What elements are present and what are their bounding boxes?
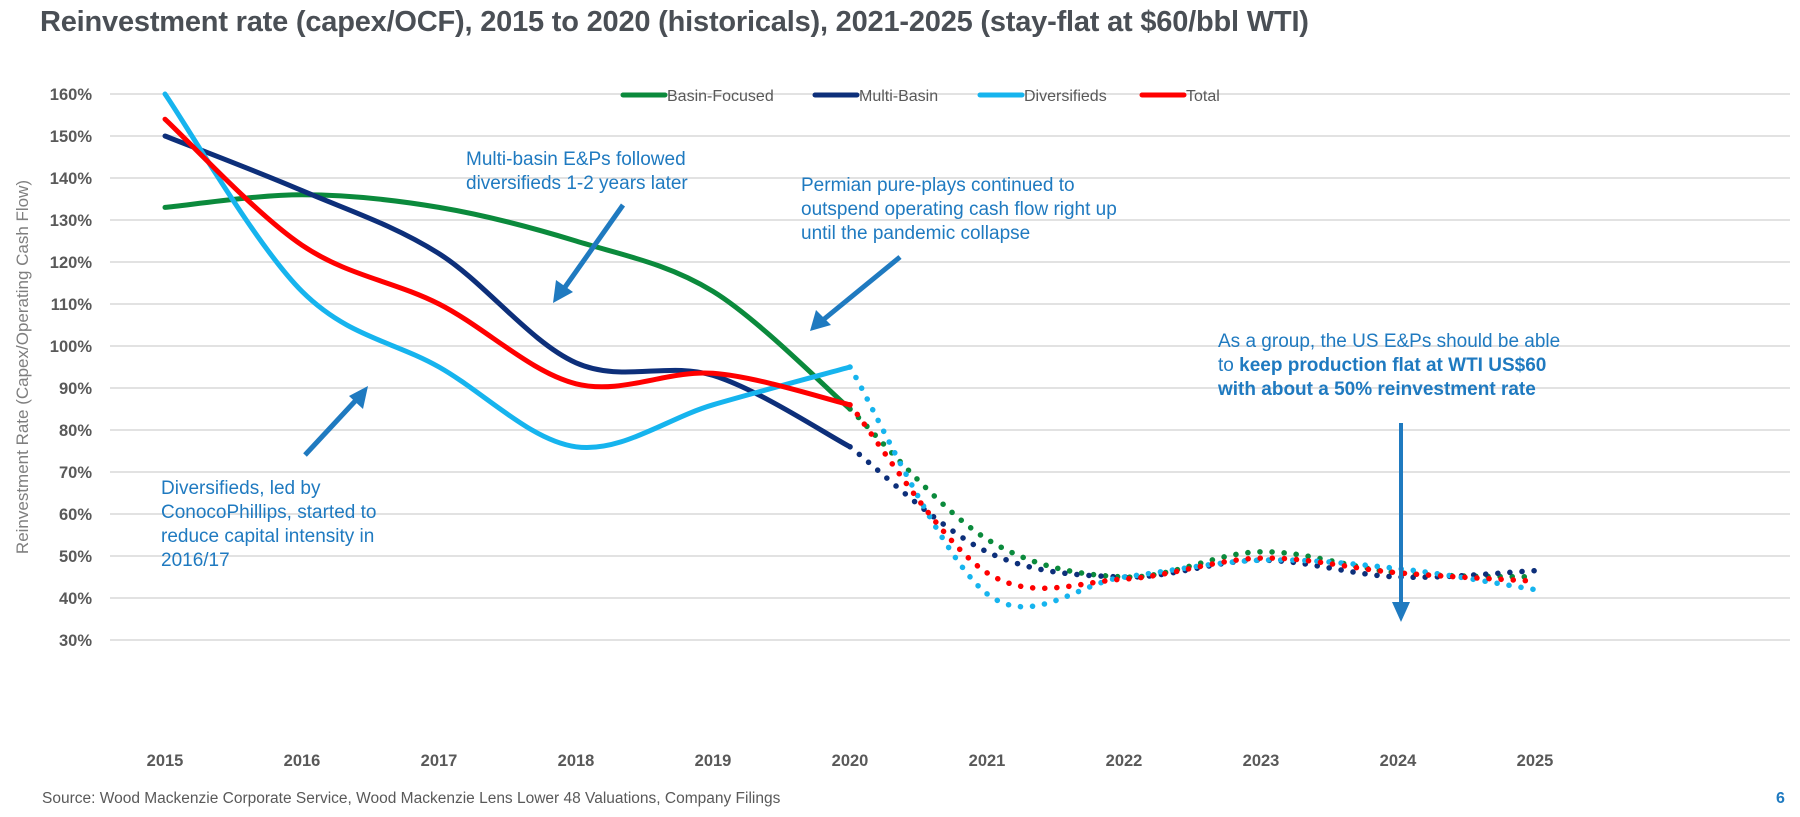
y-tick-label: 160% [50, 86, 93, 104]
annotation-permian: Permian pure-plays continued to outspend… [801, 174, 1117, 246]
series-line-forecast [847, 364, 1538, 610]
annotation-diversifieds: Diversifieds, led by ConocoPhillips, sta… [161, 477, 376, 573]
y-axis-label: Reinvestment Rate (Capex/Operating Cash … [13, 180, 32, 554]
y-tick-label: 150% [50, 128, 93, 146]
legend-label: Total [1186, 88, 1220, 105]
legend-label: Basin-Focused [667, 88, 774, 105]
series-line-forecast [847, 406, 1538, 580]
annotation-emphasis: keep production flat at WTI US$60 [1239, 355, 1547, 376]
legend-item: Diversifieds [977, 88, 1107, 105]
x-tick-label: 2015 [147, 752, 184, 770]
annotation-arrows [303, 203, 1410, 622]
x-tick-label: 2019 [695, 752, 732, 770]
series-line-forecast [847, 402, 1538, 591]
page-number: 6 [1776, 790, 1785, 807]
y-tick-label: 90% [59, 380, 92, 398]
annotation-line: 2016/17 [161, 550, 230, 571]
legend-label: Diversifieds [1024, 88, 1107, 105]
legend: Basin-Focused Multi-Basin Diversifieds Tota… [620, 88, 1220, 105]
x-tick-label: 2025 [1517, 752, 1554, 770]
annotation-text: to [1218, 355, 1240, 376]
x-tick-label: 2022 [1106, 752, 1143, 770]
annotation-line: Diversifieds, led by [161, 478, 321, 499]
y-tick-label: 130% [50, 212, 93, 230]
chart-title: Reinvestment rate (capex/OCF), 2015 to 2… [40, 6, 1309, 38]
annotation-line: diversifieds 1-2 years later [466, 173, 688, 194]
y-tick-label: 30% [59, 632, 92, 650]
y-tick-label: 110% [51, 296, 93, 314]
annotation-line: with about a 50% reinvestment rate [1218, 378, 1560, 402]
arrow-permian [810, 255, 902, 331]
series-line-historical [162, 192, 853, 412]
series-line-historical [162, 116, 853, 408]
x-tick-label: 2024 [1380, 752, 1418, 770]
legend-label: Multi-Basin [859, 88, 938, 105]
y-tick-label: 70% [59, 464, 92, 482]
y-tick-label: 40% [59, 590, 92, 608]
x-tick-label: 2018 [558, 752, 595, 770]
legend-item: Multi-Basin [812, 88, 938, 105]
annotation-emphasis: with about a 50% reinvestment rate [1218, 379, 1536, 400]
x-axis-ticks: 2015 2016 2017 2018 2019 2020 2021 2022 2023 2024… [147, 752, 1554, 770]
x-tick-label: 2016 [284, 752, 321, 770]
x-tick-label: 2021 [969, 752, 1006, 770]
y-tick-label: 50% [59, 548, 92, 566]
arrow-diversifieds [303, 386, 368, 457]
annotation-line: Permian pure-plays continued to [801, 175, 1075, 196]
series-line-historical [162, 133, 853, 450]
annotation-line: reduce capital intensity in [161, 526, 375, 547]
x-tick-label: 2020 [832, 752, 869, 770]
series-line-forecast [847, 444, 1538, 581]
annotation-line: As a group, the US E&Ps should be able [1218, 331, 1561, 352]
legend-item: Basin-Focused [620, 88, 774, 105]
annotation-line: Multi-basin E&Ps followed [466, 149, 686, 170]
annotation-line: until the pandemic collapse [801, 223, 1031, 244]
x-tick-label: 2017 [421, 752, 458, 770]
y-tick-label: 100% [50, 338, 93, 356]
annotation-line: ConocoPhillips, started to [161, 502, 377, 523]
series-line-historical [162, 91, 853, 451]
y-tick-label: 60% [59, 506, 92, 524]
arrow-multi-basin [553, 203, 626, 303]
y-tick-label: 80% [59, 422, 92, 440]
series-total [162, 116, 1538, 591]
series-multi-basin [162, 133, 1538, 581]
arrow-group [1392, 423, 1410, 622]
annotation-line: to keep production flat at WTI US$60 [1218, 354, 1560, 378]
annotation-multi-basin: Multi-basin E&Ps followed diversifieds 1… [466, 148, 688, 196]
x-tick-label: 2023 [1243, 752, 1280, 770]
y-axis-ticks: 160% 150% 140% 130% 120% 110% 100% 90% 80% 70% 60%… [50, 86, 93, 650]
annotation-line: outspend operating cash flow right up [801, 199, 1117, 220]
annotation-group: As a group, the US E&Ps should be able t… [1218, 330, 1560, 402]
legend-item: Total [1139, 88, 1220, 105]
y-tick-label: 140% [50, 170, 93, 188]
y-tick-label: 120% [50, 254, 93, 272]
source-note: Source: Wood Mackenzie Corporate Service… [42, 790, 781, 807]
